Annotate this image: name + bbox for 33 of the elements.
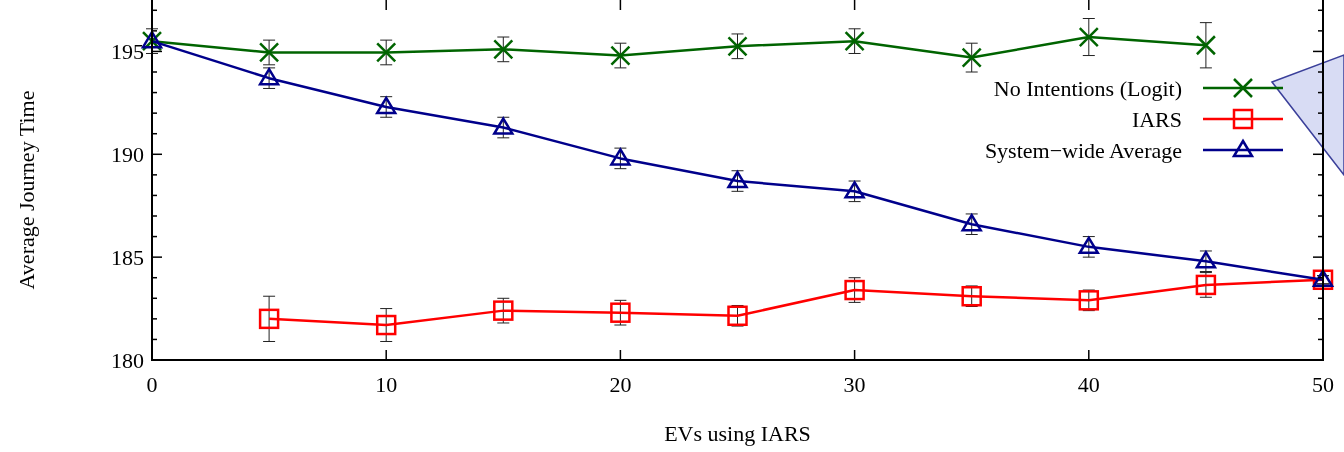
point (961, 47, 982, 68)
point (258, 308, 280, 330)
x-tick-label: 40 (1077, 372, 1100, 397)
y-axis-title: Average Journey Time (14, 90, 39, 290)
point (610, 45, 631, 66)
point (610, 148, 631, 166)
point (1195, 35, 1217, 56)
y-tick-label: 190 (111, 141, 144, 167)
point (258, 67, 280, 86)
point (493, 300, 514, 321)
point (375, 96, 397, 115)
legend-label: System−wide Average (984, 137, 1182, 163)
point (1078, 26, 1100, 48)
x-tick-label: 10 (375, 372, 398, 397)
y-tick-label: 180 (111, 347, 144, 373)
point (610, 302, 631, 323)
point (493, 39, 514, 60)
point (375, 314, 397, 336)
point (1078, 236, 1100, 255)
x-tick-label: 30 (843, 372, 866, 397)
x-tick-label: 20 (609, 372, 632, 397)
x-axis-title: EVs using IARS (664, 421, 811, 446)
point (844, 181, 865, 199)
y-tick-label: 195 (111, 39, 144, 65)
y-tick-label: 185 (111, 244, 144, 270)
x-tick-label: 0 (146, 372, 158, 397)
x-tick-label: 50 (1312, 372, 1334, 397)
point (961, 213, 982, 232)
point (493, 117, 514, 135)
legend-label: IARS (1131, 106, 1182, 132)
legend-label: No Intentions (Logit) (993, 75, 1182, 101)
point (1195, 251, 1217, 269)
point (727, 170, 748, 189)
